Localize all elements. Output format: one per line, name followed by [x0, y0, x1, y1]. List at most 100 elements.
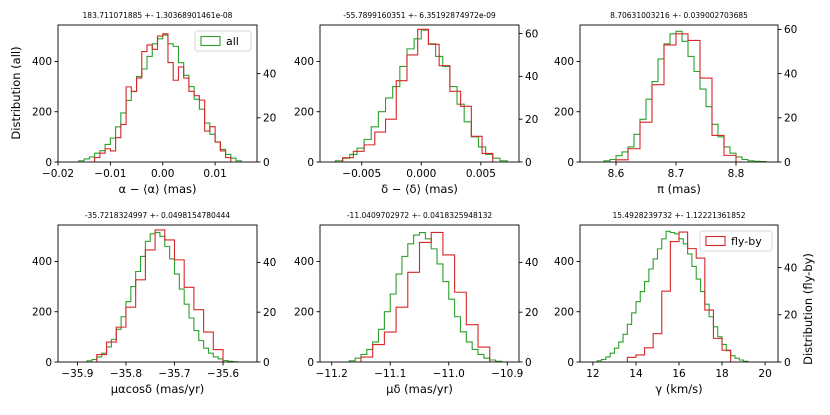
right-y-tick-label: 0 — [263, 357, 270, 369]
histogram-panel-3: 8.6 8.7 8.8 0 200 400 0 20 40 60 8.70631003216 +- … — [554, 11, 797, 196]
right-y-tick-label: 0 — [784, 357, 791, 369]
x-tick-label: −35.8 — [110, 368, 142, 380]
left-y-tick-label: 400 — [294, 256, 314, 268]
right-y-tick-label: 20 — [525, 114, 538, 126]
x-axis-label: μδ (mas/yr) — [386, 382, 453, 396]
histogram-panel-5: −11.2 −11.1 −11.0 −10.9020040002040-11.0409… — [294, 211, 538, 396]
left-y-tick-label: 0 — [307, 157, 314, 169]
axes-frame — [57, 24, 258, 163]
histogram-series-flyby — [626, 231, 732, 362]
x-tick-label: 0.00 — [151, 168, 174, 180]
left-y-tick-label: 0 — [45, 357, 52, 369]
x-tick-label: 18 — [715, 368, 728, 380]
panel-title: -55.7899160351 +- 6.35192874972e-09 — [343, 11, 496, 20]
histogram-series-all — [86, 231, 239, 363]
x-tick-label: −35.6 — [207, 368, 239, 380]
left-y-tick-label: 200 — [32, 107, 52, 119]
left-y-tick-label: 400 — [294, 56, 314, 68]
legend-label: all — [226, 35, 239, 48]
legend-box — [194, 30, 252, 52]
x-tick-label: 8.7 — [668, 168, 685, 180]
right-y-tick-label: 40 — [525, 71, 538, 83]
legend-label: fly-by — [731, 235, 762, 248]
x-tick-label: −35.7 — [158, 368, 190, 380]
right-y-tick-label: 20 — [263, 113, 276, 125]
left-y-tick-label: 200 — [294, 307, 314, 319]
left-y-tick-label: 0 — [567, 157, 574, 169]
right-y-tick-label: 40 — [263, 68, 276, 80]
left-y-tick-label: 200 — [32, 307, 52, 319]
x-tick-label: −10.9 — [491, 368, 523, 380]
left-y-tick-label: 200 — [554, 307, 574, 319]
histogram-series-flyby — [94, 33, 232, 162]
right-y-tick-label: 20 — [784, 113, 797, 125]
right-y-tick-label: 40 — [784, 262, 797, 274]
right-y-tick-label: 40 — [263, 257, 276, 269]
x-tick-label: 20 — [758, 368, 771, 380]
x-tick-label: −35.9 — [61, 368, 93, 380]
x-axis-label: μαcosδ (mas/yr) — [111, 382, 205, 396]
x-tick-label: −11.0 — [433, 368, 465, 380]
x-tick-label: −11.1 — [374, 368, 406, 380]
x-tick-label: 12 — [586, 368, 599, 380]
histogram-series-flyby — [342, 28, 494, 162]
left-y-tick-label: 400 — [32, 56, 52, 68]
x-tick-label: −0.005 — [342, 168, 381, 180]
histogram-series-all — [78, 34, 242, 162]
x-axis-label: π (mas) — [657, 182, 701, 196]
x-tick-label: 8.8 — [728, 168, 745, 180]
histogram-panel-2: −0.005 0.000 0.005 0 200 400 0 20 40 60 -55.789916… — [294, 11, 538, 196]
histogram-series-flyby — [360, 231, 491, 362]
histogram-panel-4: −35.9 −35.8 −35.7 −35.6 0 200 400 0 20 40 -35.7218… — [32, 211, 276, 396]
right-y-tick-label: 40 — [784, 68, 797, 80]
right-y-axis-label: Distribution (fly-by) — [801, 253, 815, 365]
x-tick-label: 8.6 — [608, 168, 625, 180]
histogram-series-all — [334, 29, 508, 162]
panel-title: 15.4928239732 +- 1.12221361852 — [612, 211, 745, 220]
axes-frame — [319, 24, 520, 163]
x-tick-label: 0.01 — [203, 168, 226, 180]
histogram-series-flyby — [615, 33, 737, 162]
right-y-tick-label: 0 — [263, 157, 270, 169]
left-y-tick-label: 400 — [32, 256, 52, 268]
axes-frame — [579, 24, 779, 163]
left-y-tick-label: 400 — [554, 256, 574, 268]
x-tick-label: −0.01 — [94, 168, 126, 180]
right-y-tick-label: 20 — [525, 307, 538, 319]
right-y-tick-label: 20 — [784, 310, 797, 322]
x-tick-label: 14 — [629, 368, 643, 380]
histogram-series-all — [348, 231, 502, 362]
panel-title: -11.0409702972 +- 0.0418325948132 — [347, 211, 493, 220]
right-y-tick-label: 60 — [525, 28, 538, 40]
panel-title: 183.711071885 +- 1.30368901461e-08 — [83, 11, 233, 20]
left-y-tick-label: 200 — [554, 107, 574, 119]
left-y-axis-label: Distribution (all) — [9, 46, 23, 139]
x-tick-label: 0.000 — [406, 168, 436, 180]
right-y-tick-label: 0 — [525, 357, 532, 369]
left-y-tick-label: 0 — [307, 357, 314, 369]
legend-swatch — [200, 35, 221, 47]
x-axis-label: δ − ⟨δ⟩ (mas) — [381, 182, 458, 196]
right-y-tick-label: 60 — [784, 24, 797, 36]
x-tick-label: 16 — [672, 368, 686, 380]
panel-title: 8.70631003216 +- 0.039002703685 — [610, 11, 748, 20]
histogram-series-flyby — [96, 229, 224, 362]
left-y-tick-label: 0 — [45, 157, 52, 169]
left-y-tick-label: 200 — [294, 107, 314, 119]
x-axis-label: γ (km/s) — [655, 382, 702, 396]
histogram-series-all — [596, 230, 749, 362]
panel-title: -35.7218324997 +- 0.0498154780444 — [85, 211, 231, 220]
axes-frame — [57, 224, 258, 363]
axes-frame — [319, 224, 520, 363]
right-y-tick-label: 20 — [263, 307, 276, 319]
right-y-tick-label: 0 — [784, 157, 791, 169]
left-y-tick-label: 400 — [554, 56, 574, 68]
left-y-tick-label: 0 — [567, 357, 574, 369]
histogram-series-all — [603, 30, 767, 163]
x-axis-label: α − ⟨α⟩ (mas) — [119, 182, 197, 196]
right-y-tick-label: 40 — [525, 257, 538, 269]
x-tick-label: 0.005 — [466, 168, 496, 180]
legend-swatch — [705, 235, 726, 247]
right-y-tick-label: 0 — [525, 157, 532, 169]
